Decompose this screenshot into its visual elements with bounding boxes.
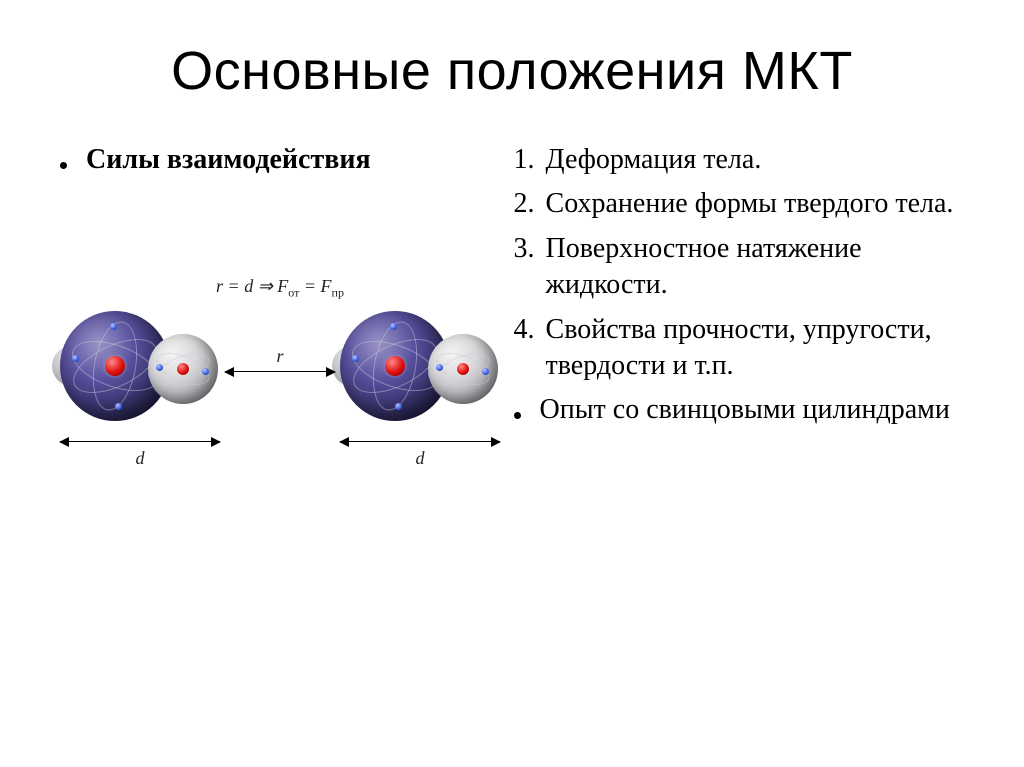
list-item: 3. Поверхностное натяжение жидкости. — [514, 231, 974, 304]
slide: Основные положения МКТ Силы взаимодейств… — [0, 0, 1024, 767]
item-number: 3. — [514, 231, 546, 267]
list-item: 2. Сохранение формы твердого тела. — [514, 186, 974, 222]
extra-bullet: Опыт со свинцовыми цилиндрами — [514, 392, 974, 431]
dim-d-right — [340, 441, 500, 442]
item-text: Поверхностное натяжение жидкости. — [546, 231, 974, 304]
extra-text: Опыт со свинцовыми цилиндрами — [540, 392, 974, 427]
dim-d-right-label: d — [340, 448, 500, 469]
item-text: Свойства прочности, упругости, твердости… — [546, 312, 974, 385]
dim-d-left — [60, 441, 220, 442]
molecule-diagram: r = d ⇒ Fот = Fпр — [60, 276, 500, 486]
item-number: 1. — [514, 142, 546, 178]
item-number: 2. — [514, 186, 546, 222]
list-item: 4. Свойства прочности, упругости, твердо… — [514, 312, 974, 385]
content-columns: Силы взаимодействия r = d ⇒ Fот = Fпр — [50, 142, 974, 486]
item-text: Деформация тела. — [546, 142, 974, 178]
list-item: 1. Деформация тела. — [514, 142, 974, 178]
molecule-left — [60, 306, 220, 426]
left-heading-text: Силы взаимодействия — [86, 142, 494, 177]
bullet-icon — [60, 142, 86, 181]
page-title: Основные положения МКТ — [50, 40, 974, 102]
diagram-formula: r = d ⇒ Fот = Fпр — [60, 276, 500, 301]
dim-r — [225, 371, 335, 372]
molecule-right — [340, 306, 500, 426]
right-column: 1. Деформация тела. 2. Сохранение формы … — [514, 142, 974, 486]
dim-d-left-label: d — [60, 448, 220, 469]
left-heading-bullet: Силы взаимодействия — [60, 142, 494, 181]
left-column: Силы взаимодействия r = d ⇒ Fот = Fпр — [50, 142, 494, 486]
item-text: Сохранение формы твердого тела. — [546, 186, 974, 222]
bullet-icon — [514, 392, 540, 431]
item-number: 4. — [514, 312, 546, 348]
dim-r-label: r — [225, 346, 335, 367]
